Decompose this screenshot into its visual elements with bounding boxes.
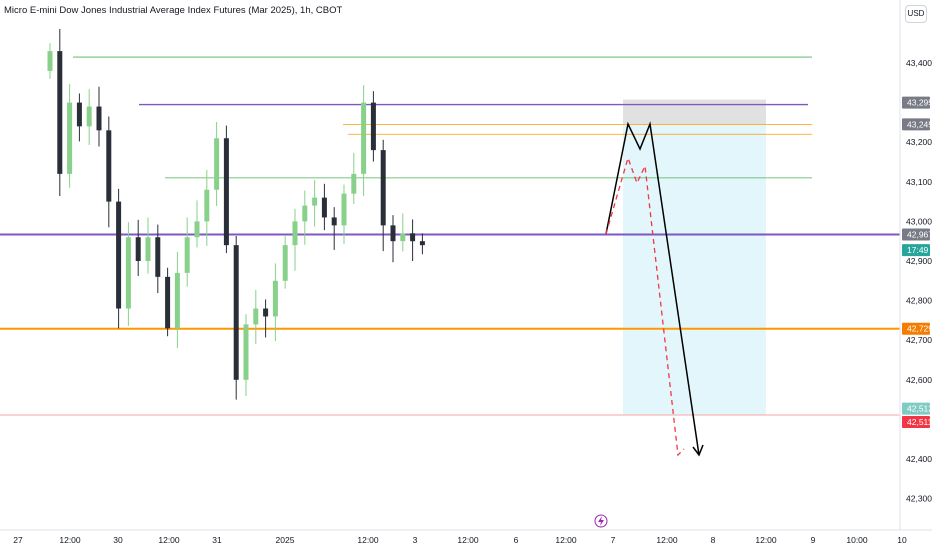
price-tick-label: 42,800	[906, 296, 932, 306]
time-tick-label: 12:00	[555, 535, 577, 545]
price-tag[interactable]: 42,512	[902, 402, 932, 415]
price-tag[interactable]: 42,729	[902, 322, 932, 335]
candle-body	[86, 106, 92, 127]
chart-title: Micro E-mini Dow Jones Industrial Averag…	[4, 5, 343, 16]
candle-body	[184, 237, 190, 273]
candlesticks	[47, 28, 425, 400]
candle-body	[47, 51, 53, 71]
time-axis[interactable]: 27 12:00 30 12:00 31 2025 12:00 3 12:00 6 12:00 7 12…	[13, 535, 907, 545]
candle-body	[155, 237, 161, 277]
price-tick-label: 43,200	[906, 137, 932, 147]
lightning-icon[interactable]	[594, 514, 608, 528]
candle-body	[174, 272, 180, 329]
candle-body	[380, 150, 386, 226]
price-tick-label: 42,400	[906, 454, 932, 464]
candle-body	[302, 205, 308, 222]
price-tag[interactable]: 17:49	[902, 244, 930, 257]
candle-body	[370, 102, 376, 151]
candle-body	[361, 102, 367, 174]
candle-body	[233, 245, 239, 380]
candle-body	[292, 221, 298, 246]
time-tick-label: 7	[611, 535, 616, 545]
time-tick-label: 27	[13, 535, 23, 545]
candle-body	[145, 237, 151, 261]
price-tag[interactable]: 42,967	[902, 228, 932, 241]
time-tick-label: 12:00	[755, 535, 777, 545]
time-tick-label: 3	[413, 535, 418, 545]
price-tag[interactable]: 43,295	[902, 96, 932, 109]
price-tag-label: 42,511	[907, 417, 932, 427]
projection-path-solid[interactable]	[605, 121, 700, 456]
candle-body	[331, 217, 337, 226]
candle-body	[321, 197, 327, 218]
time-tick-label: 6	[514, 535, 519, 545]
take-profit-zone[interactable]	[623, 124, 766, 415]
candle-body	[243, 324, 249, 380]
price-tick-label: 43,000	[906, 216, 932, 226]
candle-body	[351, 173, 357, 194]
time-tick-label: 8	[711, 535, 716, 545]
price-tag-label: 42,729	[907, 324, 932, 334]
candle-body	[125, 237, 131, 309]
candle-body	[253, 308, 259, 325]
time-tick-label: 12:00	[656, 535, 678, 545]
price-tick-label: 43,100	[906, 177, 932, 187]
candle-body	[282, 245, 288, 281]
candle-body	[272, 280, 278, 317]
time-tick-label: 12:00	[59, 535, 81, 545]
position-tool[interactable]	[623, 99, 766, 415]
candle-body	[165, 276, 171, 329]
candle-body	[214, 138, 220, 190]
time-tick-label: 10	[897, 535, 907, 545]
candle-body	[223, 138, 229, 246]
price-tick-label: 42,300	[906, 494, 932, 504]
candle-body	[419, 241, 425, 246]
price-tick-label: 42,700	[906, 335, 932, 345]
projection-arrow-head	[692, 444, 704, 457]
candle-body	[410, 233, 416, 242]
time-tick-label: 2025	[276, 535, 295, 545]
time-tick-label: 9	[811, 535, 816, 545]
candle-body	[116, 201, 122, 309]
candle-body	[400, 233, 406, 242]
price-tag-label: 43,295	[907, 98, 932, 108]
price-tag-label: 17:49	[907, 245, 929, 255]
price-tag[interactable]: 43,245	[902, 118, 932, 131]
candle-body	[263, 308, 269, 317]
price-tag-label: 42,512	[907, 404, 932, 414]
candle-body	[390, 225, 396, 242]
candle-body	[135, 237, 141, 261]
candle-body	[76, 102, 82, 127]
time-tick-label: 12:00	[158, 535, 180, 545]
candle-body	[57, 51, 63, 174]
time-tick-label: 12:00	[357, 535, 379, 545]
time-tick-label: 12:00	[457, 535, 479, 545]
time-tick-label: 30	[113, 535, 123, 545]
price-axis[interactable]: 43,400 43,200 43,100 43,000 42,900 42,800 42,7…	[902, 58, 932, 504]
candle-body	[106, 130, 112, 202]
stop-loss-zone[interactable]	[623, 99, 766, 125]
candle-body	[67, 102, 73, 174]
projection-path-dashed[interactable]	[605, 155, 685, 457]
price-tick-label: 42,600	[906, 375, 932, 385]
horizontal-levels[interactable]	[0, 56, 900, 416]
price-tag-label: 43,245	[907, 119, 932, 129]
candle-body	[312, 197, 318, 206]
candle-body	[204, 189, 210, 222]
price-tag[interactable]: 42,511	[902, 416, 932, 429]
candle-body	[194, 221, 200, 238]
candle-body	[96, 106, 102, 131]
price-tag-label: 42,967	[907, 229, 932, 239]
time-tick-label: 31	[212, 535, 222, 545]
candle-body	[341, 193, 347, 226]
currency-button[interactable]: USD	[905, 5, 927, 23]
projection-paths[interactable]	[605, 121, 704, 457]
time-tick-label: 10:00	[846, 535, 868, 545]
price-tick-label: 42,900	[906, 256, 932, 266]
price-tick-label: 43,400	[906, 58, 932, 68]
